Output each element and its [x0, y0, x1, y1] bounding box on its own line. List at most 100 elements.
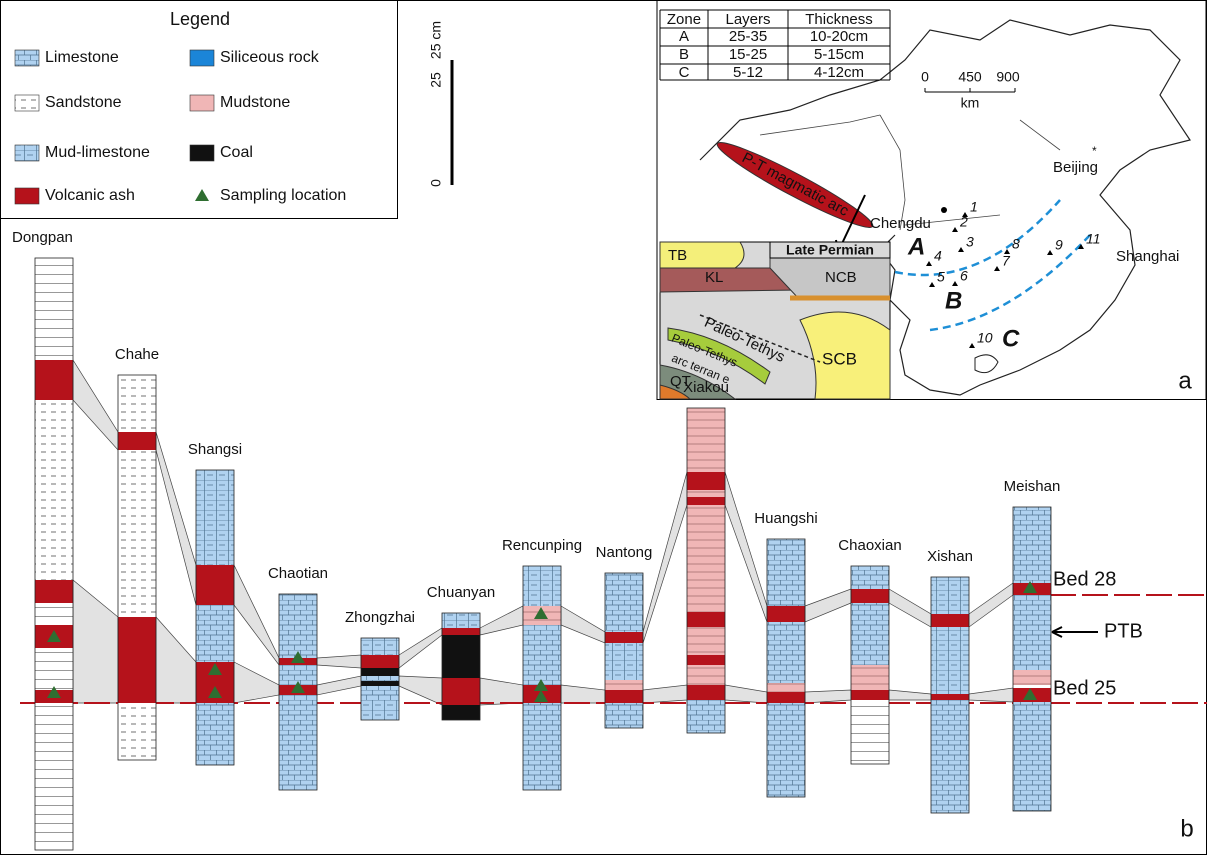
- lithology-layer: [851, 700, 889, 764]
- map-scale-label: 0: [921, 69, 929, 85]
- correlation: [805, 589, 851, 622]
- lithology-layer: [767, 539, 805, 606]
- lithology-layer: [361, 668, 399, 676]
- lithology-layer: [35, 400, 73, 580]
- lithology-layer: [851, 690, 889, 700]
- lithology-layer: [279, 594, 317, 658]
- lithology-layer: [118, 432, 156, 450]
- legend-title: Legend: [170, 9, 230, 29]
- lithology-layer: [1013, 670, 1051, 685]
- correlation: [317, 676, 361, 695]
- lithology-layer: [361, 638, 399, 655]
- scale-tick: 0: [428, 179, 444, 187]
- site-label: 2: [959, 214, 968, 230]
- site-label: 9: [1055, 237, 1063, 253]
- lithology-layer: [35, 360, 73, 400]
- lithology-layer: [767, 692, 805, 703]
- city: [941, 207, 947, 213]
- lithology-layer: [931, 700, 969, 813]
- lithology-layer: [523, 566, 561, 606]
- legend-item: Sandstone: [45, 94, 122, 111]
- lithology-layer: [361, 686, 399, 703]
- legend-item: Sampling location: [220, 187, 346, 204]
- site-marker: [926, 261, 932, 266]
- site-marker: [929, 282, 935, 287]
- lithology-layer: [196, 605, 234, 662]
- lithology-layer: [523, 703, 561, 790]
- lithology-layer: [118, 703, 156, 760]
- lithology-layer: [931, 577, 969, 614]
- section-name: Shangsi: [188, 441, 242, 458]
- lithology-layer: [767, 606, 805, 622]
- site-marker: [958, 247, 964, 252]
- lithology-layer: [687, 612, 725, 627]
- correlation: [725, 472, 767, 622]
- correlation: [399, 676, 442, 705]
- lithology-layer: [687, 700, 725, 733]
- site-label: 4: [934, 248, 942, 264]
- legend-item: Coal: [220, 144, 253, 161]
- table-cell: 15-25: [729, 46, 767, 63]
- lithology-layer: [442, 635, 480, 678]
- correlation: [156, 617, 196, 703]
- lithology-layer: [1013, 595, 1051, 670]
- map-scale-label: 450: [958, 69, 982, 85]
- lithology-layer: [196, 703, 234, 765]
- site-label: 5: [937, 269, 945, 285]
- table-cell: C: [679, 64, 690, 81]
- map-scale-label: 900: [996, 69, 1020, 85]
- lithology-layer: [931, 614, 969, 627]
- lithology-layer: [442, 705, 480, 720]
- table-header: Layers: [725, 11, 770, 28]
- lithology-layer: [605, 632, 643, 643]
- scale-unit: 25 cm: [428, 21, 444, 59]
- lithology-layer: [767, 703, 805, 797]
- correlation: [317, 655, 361, 668]
- lithology-layer: [361, 703, 399, 720]
- inset-label: KL: [705, 269, 723, 286]
- correlation: [480, 678, 523, 705]
- lithology-layer: [687, 627, 725, 655]
- lithology-layer: [196, 565, 234, 605]
- lithology-layer: [361, 655, 399, 668]
- table-cell: 10-20cm: [810, 28, 868, 45]
- site-marker: [1004, 249, 1010, 254]
- site-label: 3: [966, 234, 974, 250]
- lithology-layer: [605, 703, 643, 728]
- lithology-layer: [1013, 507, 1051, 583]
- correlation: [73, 360, 118, 450]
- section-name: Huangshi: [754, 510, 817, 527]
- map-scale-unit: km: [961, 95, 980, 111]
- lithology-layer: [361, 676, 399, 681]
- zone-boundary: [930, 235, 1090, 330]
- legend-item: Mudstone: [220, 94, 290, 111]
- province-lines: [760, 115, 1060, 230]
- lithology-layer: [851, 589, 889, 603]
- table-cell: 4-12cm: [814, 64, 864, 81]
- section-name: Zhongzhai: [345, 609, 415, 626]
- section-name: Chahe: [115, 346, 159, 363]
- lithology-layer: [851, 665, 889, 690]
- lithology-layer: [35, 580, 73, 603]
- lithology-layer: [35, 603, 73, 625]
- inset-label: NCB: [825, 269, 857, 286]
- legend-item: Siliceous rock: [220, 49, 320, 66]
- correlation: [805, 690, 851, 703]
- site-label: 10: [977, 330, 993, 346]
- lithology-layer: [687, 665, 725, 685]
- lithology-layer: [687, 685, 725, 700]
- legend-item: Limestone: [45, 49, 119, 66]
- site-label: 7: [1002, 253, 1011, 269]
- lithology-layer: [442, 628, 480, 635]
- lithology-layer: [279, 695, 317, 790]
- correlation: [73, 580, 118, 703]
- panel-label: a: [1178, 367, 1192, 394]
- correlation: [561, 685, 605, 703]
- site-marker: [1047, 250, 1053, 255]
- zone-label: B: [945, 287, 962, 314]
- legend-item: Mud-limestone: [45, 144, 150, 161]
- table-cell: B: [679, 46, 689, 63]
- lithology-layer: [196, 470, 234, 565]
- zone-label: A: [907, 233, 925, 260]
- bed-marker: Bed 28: [1053, 568, 1116, 590]
